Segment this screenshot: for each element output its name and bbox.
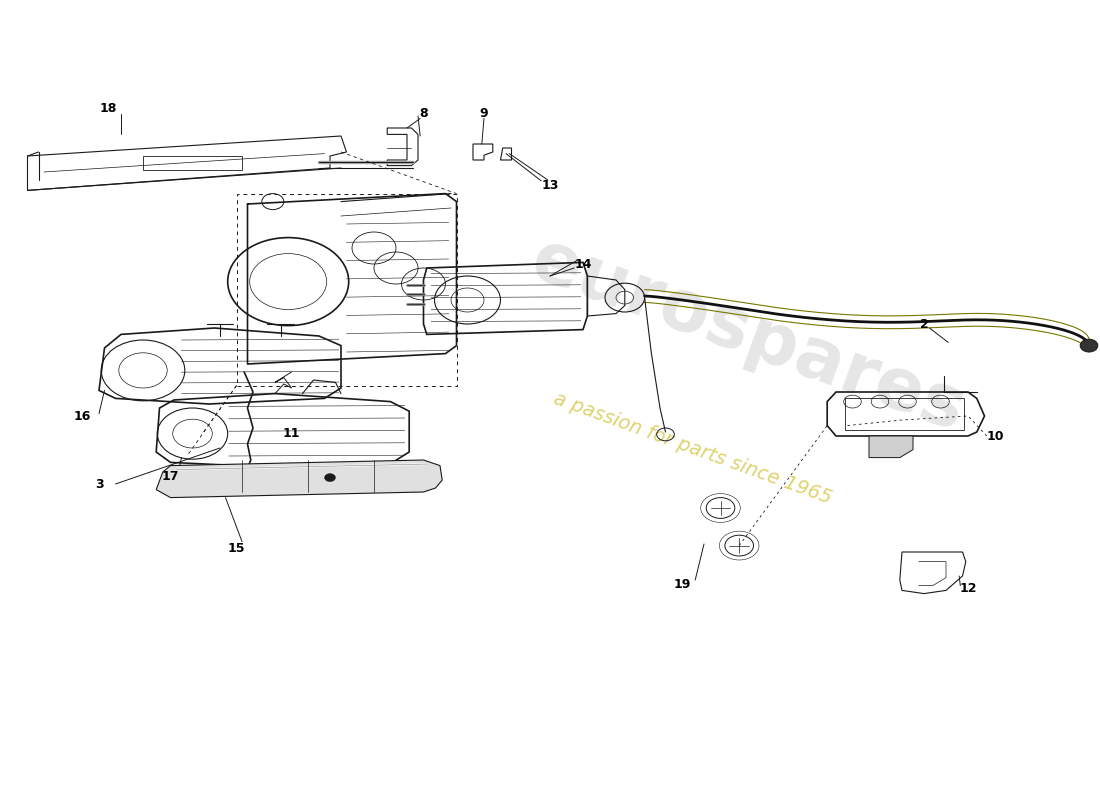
- Text: 14: 14: [574, 258, 592, 270]
- Text: 15: 15: [228, 542, 245, 554]
- Text: 2: 2: [920, 318, 928, 330]
- Polygon shape: [869, 436, 913, 458]
- Text: 16: 16: [74, 410, 91, 422]
- Text: 17: 17: [162, 470, 179, 482]
- Text: 3: 3: [95, 478, 103, 490]
- Circle shape: [324, 474, 336, 482]
- Text: 18: 18: [99, 102, 117, 114]
- Text: 13: 13: [541, 179, 559, 192]
- Text: 9: 9: [480, 107, 488, 120]
- Text: 10: 10: [987, 430, 1004, 442]
- Text: 8: 8: [419, 107, 428, 120]
- Text: eurospares: eurospares: [521, 226, 975, 446]
- Bar: [143, 156, 242, 170]
- Polygon shape: [156, 460, 442, 498]
- Bar: [236, 194, 456, 386]
- Text: a passion for parts since 1965: a passion for parts since 1965: [551, 389, 835, 507]
- Text: 11: 11: [283, 427, 300, 440]
- Bar: [845, 398, 964, 430]
- Circle shape: [1080, 339, 1098, 352]
- Text: 19: 19: [673, 578, 691, 590]
- Text: 12: 12: [959, 582, 977, 594]
